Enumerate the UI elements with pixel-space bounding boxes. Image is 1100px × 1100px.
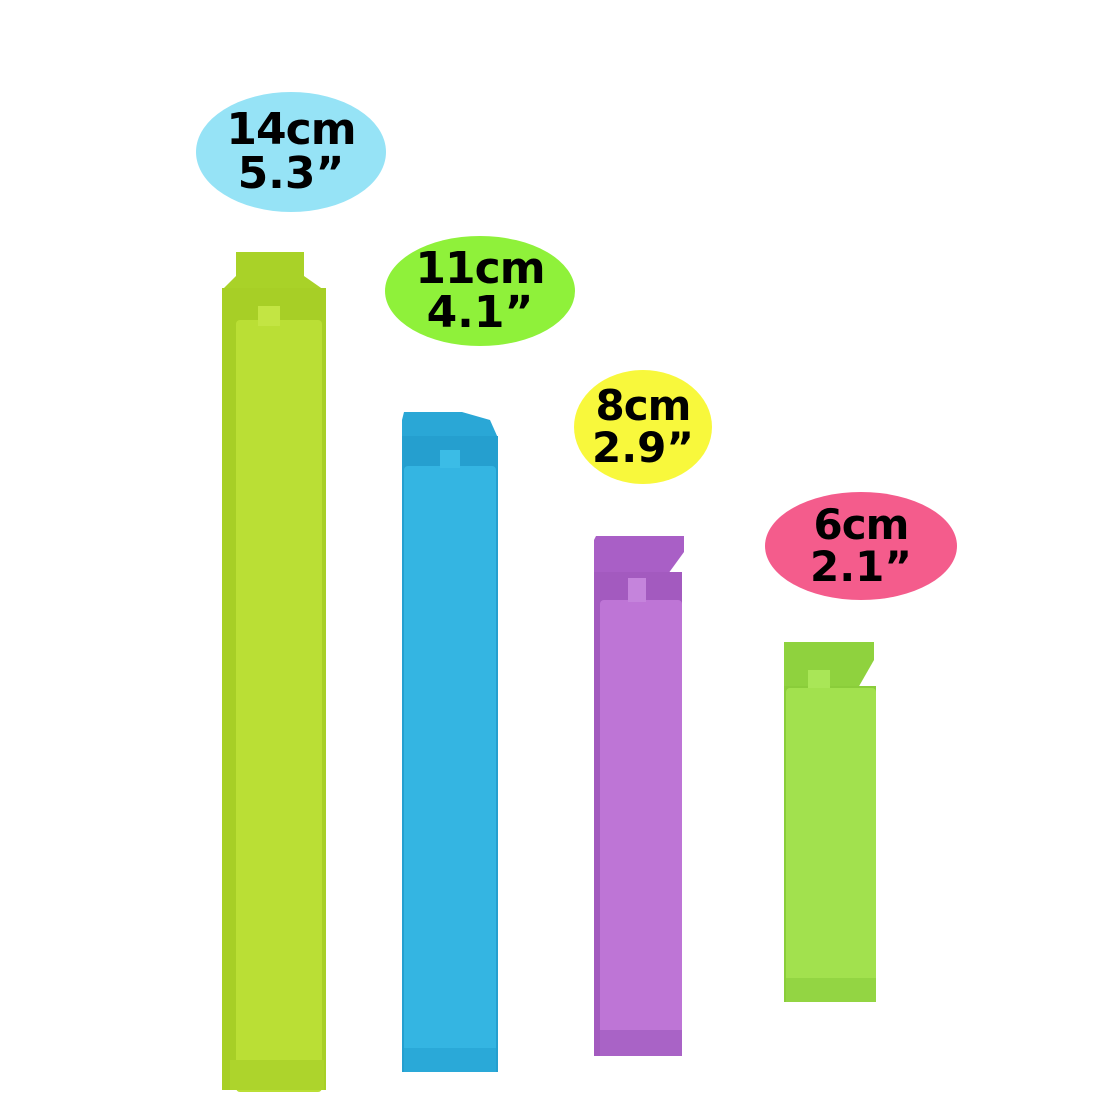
size-label-11cm-imperial: 4.1”	[426, 287, 534, 338]
clip-14cm-tab	[258, 306, 280, 326]
clip-14cm	[222, 252, 326, 1092]
clip-8cm	[594, 536, 684, 1056]
clip-14cm-end	[230, 1060, 324, 1090]
clip-8cm-tab	[628, 578, 646, 602]
clip-6cm-body	[786, 688, 876, 1002]
size-label-8cm: 8cm 2.9”	[574, 370, 712, 484]
size-label-14cm: 14cm 5.3”	[196, 92, 386, 212]
clip-8cm-end	[600, 1030, 682, 1056]
clip-6cm-hinge	[784, 642, 874, 688]
clip-6cm	[784, 642, 876, 1002]
size-label-8cm-metric: 8cm	[595, 381, 692, 430]
clip-11cm-body	[404, 466, 496, 1072]
clip-11cm-hinge	[402, 412, 498, 438]
clip-6cm-tab	[808, 670, 830, 688]
clip-14cm-body	[236, 320, 322, 1092]
clip-11cm-end	[404, 1048, 496, 1072]
size-label-11cm-metric: 11cm	[415, 243, 545, 294]
size-label-6cm: 6cm 2.1”	[765, 492, 957, 600]
size-label-8cm-imperial: 2.9”	[591, 423, 694, 472]
size-label-14cm-metric: 14cm	[226, 104, 356, 155]
clip-6cm-end	[786, 978, 876, 1002]
size-label-14cm-imperial: 5.3”	[237, 148, 345, 199]
clip-11cm	[402, 412, 498, 1072]
clip-8cm-body	[600, 600, 682, 1056]
clip-11cm-tab	[440, 450, 460, 468]
size-label-11cm: 11cm 4.1”	[385, 236, 575, 346]
size-label-6cm-metric: 6cm	[813, 500, 910, 549]
clip-8cm-hinge	[594, 536, 684, 574]
clip-14cm-hinge	[222, 252, 324, 290]
size-label-6cm-imperial: 2.1”	[809, 542, 912, 591]
